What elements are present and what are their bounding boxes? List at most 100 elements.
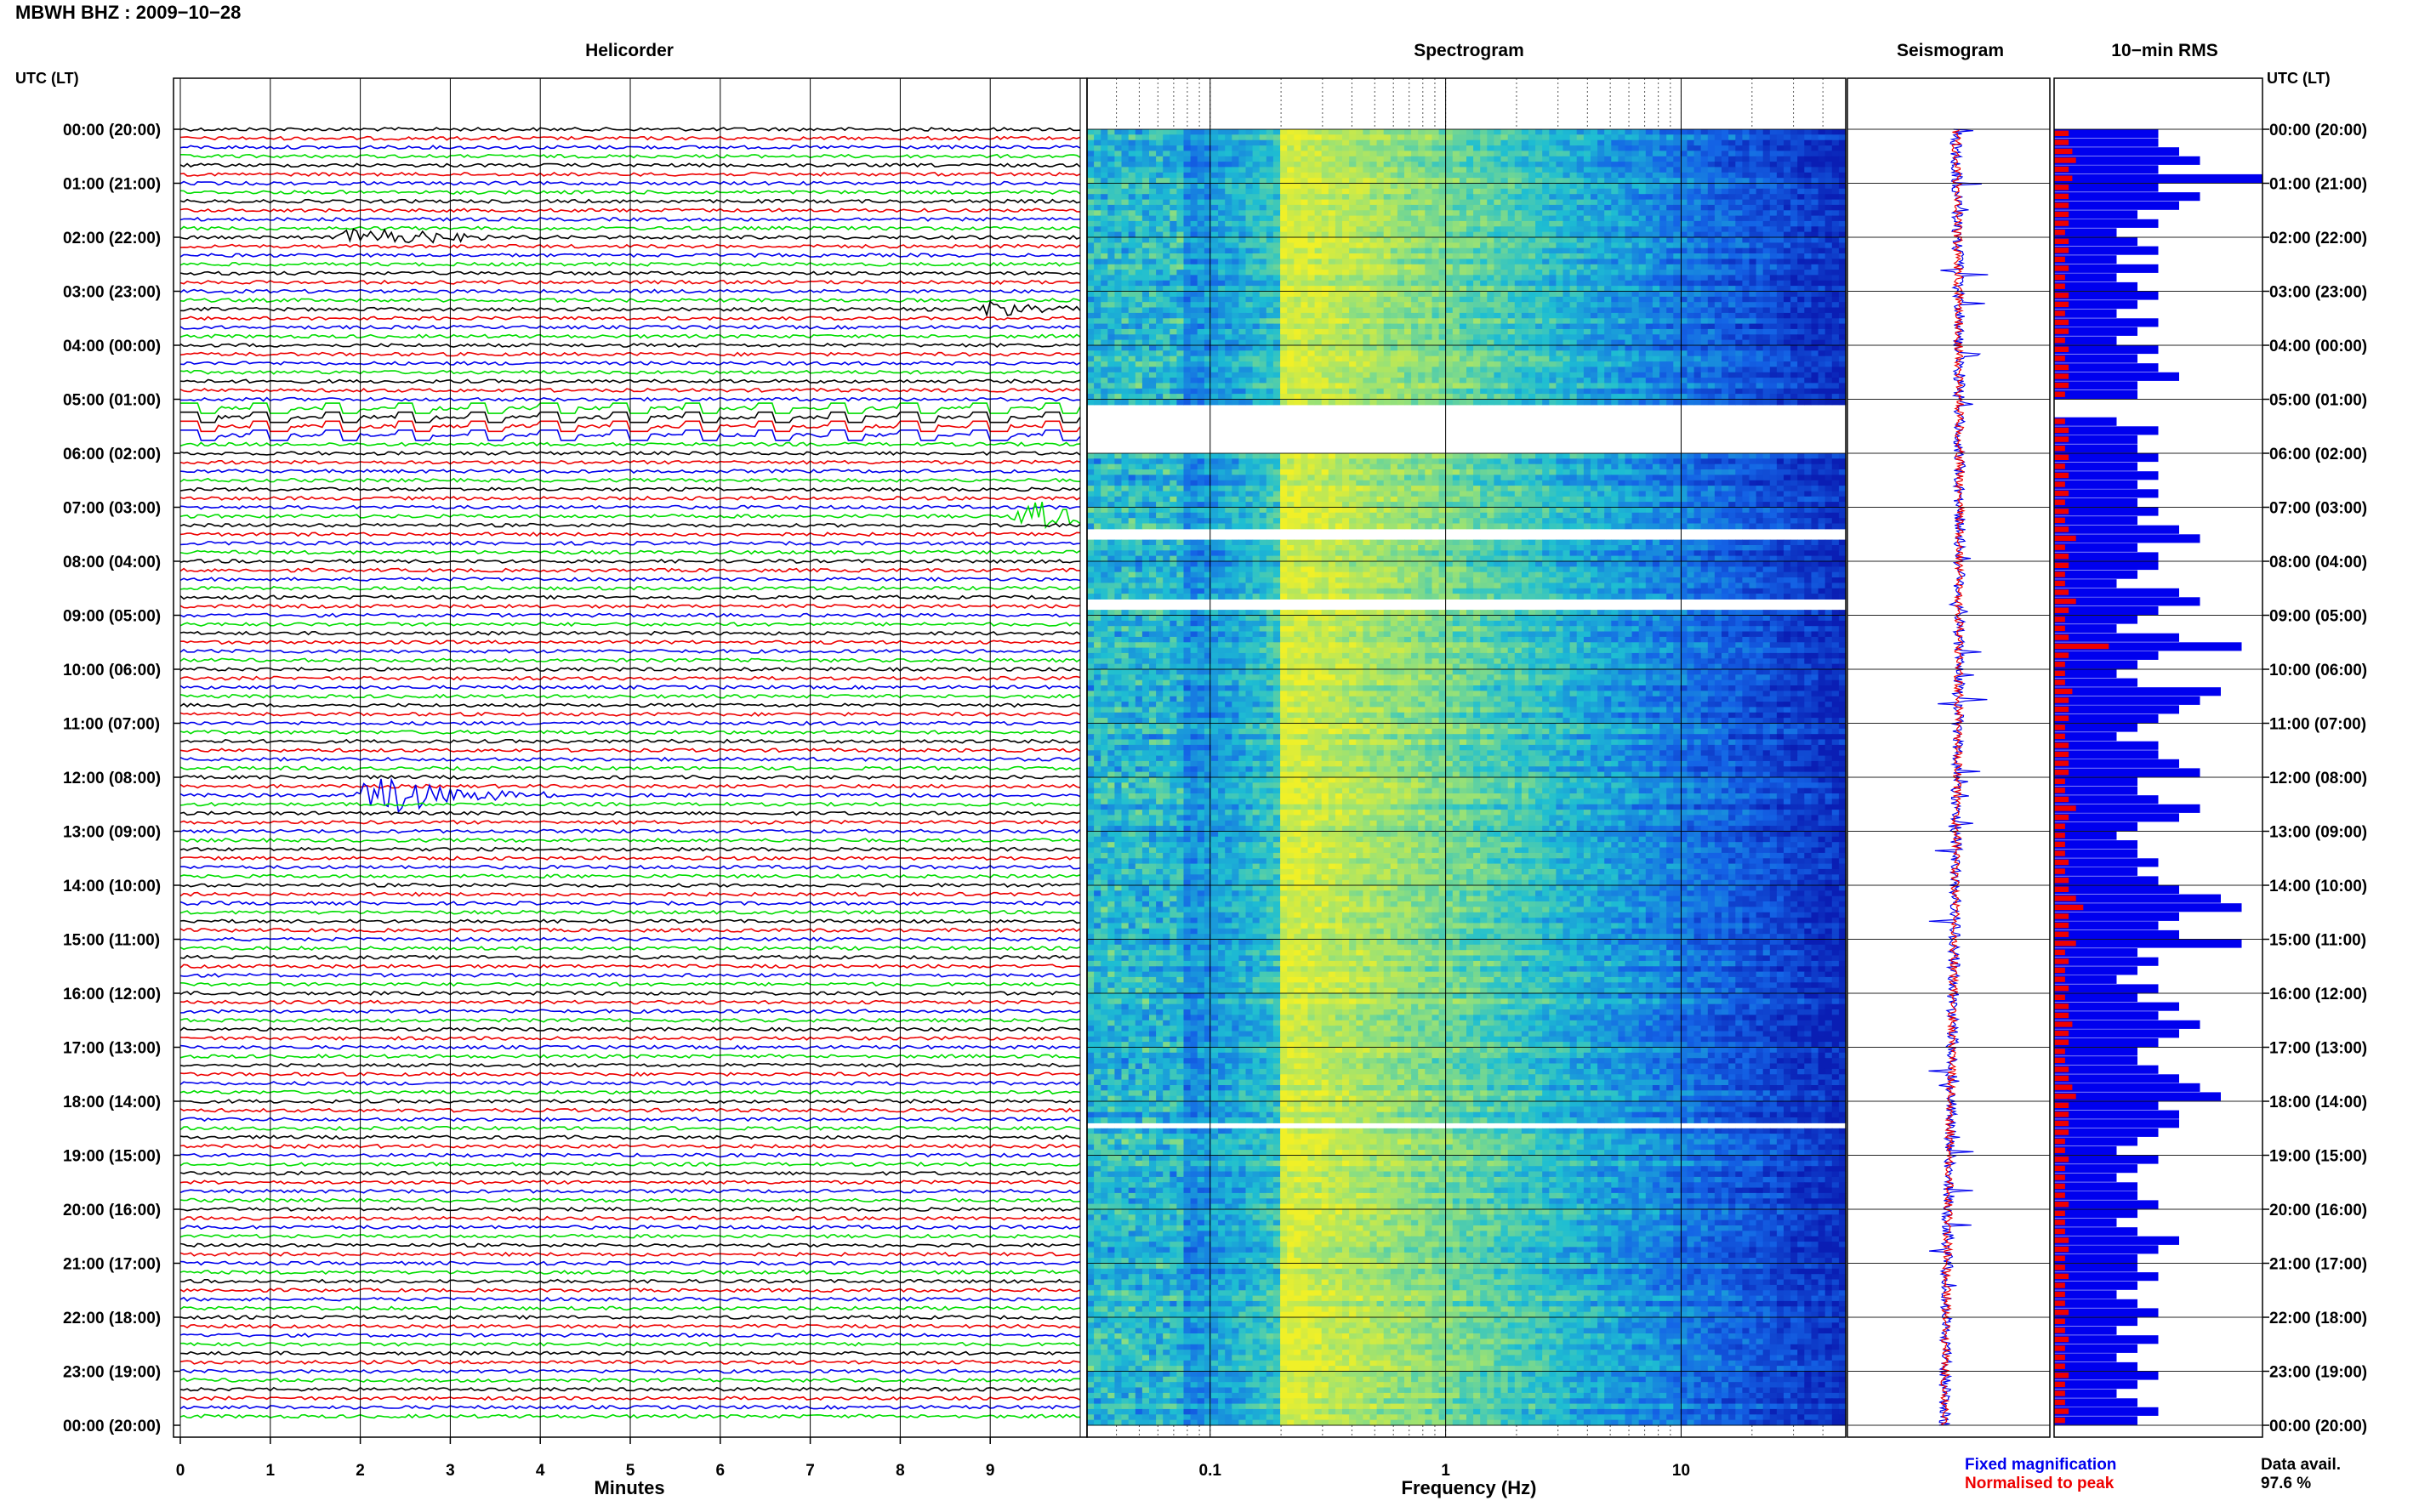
spectrogram-cell xyxy=(1473,232,1481,238)
spectrogram-cell xyxy=(1425,162,1432,168)
spectrogram-cell xyxy=(1659,226,1667,232)
spectrogram-cell xyxy=(1501,340,1509,346)
spectrogram-cell xyxy=(1453,334,1460,340)
spectrogram-cell xyxy=(1728,216,1736,222)
spectrogram-cell xyxy=(1804,216,1812,222)
spectrogram-cell xyxy=(1156,372,1164,378)
spectrogram-cell xyxy=(1439,345,1447,351)
spectrogram-cell xyxy=(1728,313,1736,319)
spectrogram-cell xyxy=(1819,324,1826,330)
spectrogram-cell xyxy=(1480,302,1488,308)
spectrogram-cell xyxy=(1804,237,1812,243)
spectrogram-cell xyxy=(1742,216,1750,222)
spectrogram-cell xyxy=(1432,345,1440,351)
spectrogram-cell xyxy=(1142,259,1150,264)
spectrogram-cell xyxy=(1191,324,1198,330)
spectrogram-cell xyxy=(1790,334,1798,340)
spectrogram-cell xyxy=(1094,329,1101,335)
spectrogram-cell xyxy=(1722,270,1729,276)
spectrogram-cell xyxy=(1163,200,1170,206)
spectrogram-cell xyxy=(1384,210,1392,216)
spectrogram-cell xyxy=(1411,356,1419,362)
spectrogram-cell xyxy=(1694,129,1702,135)
spectrogram-cell xyxy=(1280,242,1288,248)
spectrogram-cell xyxy=(1087,281,1095,287)
spectrogram-cell xyxy=(1790,162,1798,168)
spectrogram-cell xyxy=(1604,340,1612,346)
spectrogram-cell xyxy=(1604,184,1612,190)
spectrogram-cell xyxy=(1797,237,1805,243)
spectrogram-cell xyxy=(1232,264,1239,270)
spectrogram-cell xyxy=(1163,194,1170,200)
spectrogram-cell xyxy=(1198,184,1205,190)
spectrogram-cell xyxy=(1501,189,1509,195)
spectrogram-cell xyxy=(1722,329,1729,335)
spectrogram-cell xyxy=(1163,313,1170,319)
spectrogram-cell xyxy=(1494,324,1501,330)
spectrogram-cell xyxy=(1804,210,1812,216)
spectrogram-cell xyxy=(1384,297,1392,303)
spectrogram-cell xyxy=(1253,275,1261,281)
spectrogram-cell xyxy=(1591,156,1598,162)
spectrogram-cell xyxy=(1453,151,1460,156)
spectrogram-cell xyxy=(1742,242,1750,248)
spectrogram-cell xyxy=(1253,162,1261,168)
spectrogram-cell xyxy=(1563,286,1571,292)
spectrogram-cell xyxy=(1198,356,1205,362)
spectrogram-cell xyxy=(1411,205,1419,211)
spectrogram-cell xyxy=(1756,345,1764,351)
spectrogram-cell xyxy=(1087,194,1095,200)
spectrogram-cell xyxy=(1356,345,1363,351)
spectrogram-cell xyxy=(1832,350,1840,356)
spectrogram-cell xyxy=(1129,275,1136,281)
spectrogram-cell xyxy=(1384,194,1392,200)
spectrogram-cell xyxy=(1308,167,1316,173)
spectrogram-cell xyxy=(1225,275,1232,281)
spectrogram-cell xyxy=(1480,210,1488,216)
spectrogram-cell xyxy=(1563,264,1571,270)
spectrogram-cell xyxy=(1370,286,1378,292)
spectrogram-cell xyxy=(1480,281,1488,287)
spectrogram-cell xyxy=(1287,200,1295,206)
spectrogram-cell xyxy=(1329,302,1336,308)
spectrogram-cell xyxy=(1556,151,1563,156)
spectrogram-cell xyxy=(1597,264,1605,270)
spectrogram-cell xyxy=(1122,329,1130,335)
spectrogram-cell xyxy=(1790,356,1798,362)
spectrogram-cell xyxy=(1487,232,1494,238)
spectrogram-cell xyxy=(1142,345,1150,351)
spectrogram-cell xyxy=(1094,189,1101,195)
spectrogram-cell xyxy=(1397,167,1405,173)
spectrogram-cell xyxy=(1163,221,1170,227)
spectrogram-cell xyxy=(1136,264,1143,270)
spectrogram-cell xyxy=(1742,221,1750,227)
spectrogram-cell xyxy=(1812,367,1819,372)
spectrogram-cell xyxy=(1377,350,1385,356)
spectrogram-cell xyxy=(1673,308,1681,314)
spectrogram-cell xyxy=(1218,205,1226,211)
spectrogram-cell xyxy=(1301,242,1308,248)
spectrogram-cell xyxy=(1170,242,1177,248)
spectrogram-cell xyxy=(1728,286,1736,292)
spectrogram-cell xyxy=(1418,308,1426,314)
spectrogram-cell xyxy=(1522,281,1529,287)
spectrogram-cell xyxy=(1501,361,1509,367)
spectrogram-cell xyxy=(1418,297,1426,303)
spectrogram-cell xyxy=(1107,194,1115,200)
spectrogram-cell xyxy=(1198,162,1205,168)
spectrogram-cell xyxy=(1618,308,1625,314)
spectrogram-cell xyxy=(1688,270,1695,276)
spectrogram-cell xyxy=(1770,134,1778,140)
spectrogram-cell xyxy=(1232,167,1239,173)
spectrogram-cell xyxy=(1211,270,1219,276)
spectrogram-cell xyxy=(1342,313,1350,319)
spectrogram-cell xyxy=(1114,372,1122,378)
spectrogram-cell xyxy=(1273,189,1281,195)
spectrogram-cell xyxy=(1225,216,1232,222)
spectrogram-cell xyxy=(1742,350,1750,356)
spectrogram-cell xyxy=(1646,248,1653,254)
spectrogram-cell xyxy=(1094,264,1101,270)
spectrogram-cell xyxy=(1653,232,1660,238)
spectrogram-cell xyxy=(1832,361,1840,367)
spectrogram-cell xyxy=(1653,297,1660,303)
